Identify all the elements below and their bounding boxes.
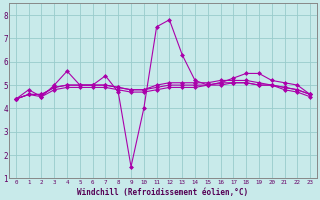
X-axis label: Windchill (Refroidissement éolien,°C): Windchill (Refroidissement éolien,°C) xyxy=(77,188,249,197)
